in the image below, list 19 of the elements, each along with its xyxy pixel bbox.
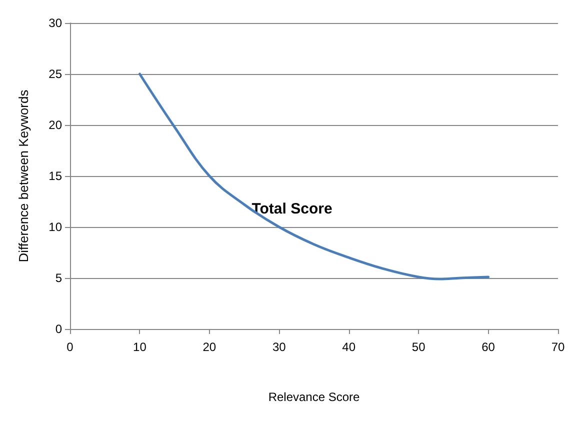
x-tick-label: 30	[272, 340, 286, 354]
x-tick-label: 10	[133, 340, 147, 354]
x-tick-label: 60	[482, 340, 496, 354]
x-tick-label: 0	[66, 340, 74, 354]
x-tick-label: 50	[412, 340, 426, 354]
y-tick-label: 20	[48, 118, 62, 132]
y-tick-label: 25	[48, 67, 62, 81]
annotation: Total Score	[252, 200, 332, 218]
x-tick-label: 70	[551, 340, 565, 354]
x-axis-title: Relevance Score	[268, 390, 360, 404]
y-tick-label: 0	[55, 322, 62, 336]
y-axis-title: Difference between Keywords	[16, 89, 31, 262]
line-series	[138, 72, 490, 280]
x-tick-label: 20	[202, 340, 216, 354]
y-tick-label: 15	[48, 169, 62, 183]
y-tick-label: 5	[55, 271, 62, 285]
y-tick-label: 30	[48, 16, 62, 30]
y-tick-label: 10	[48, 220, 62, 234]
x-tick-label: 40	[342, 340, 356, 354]
